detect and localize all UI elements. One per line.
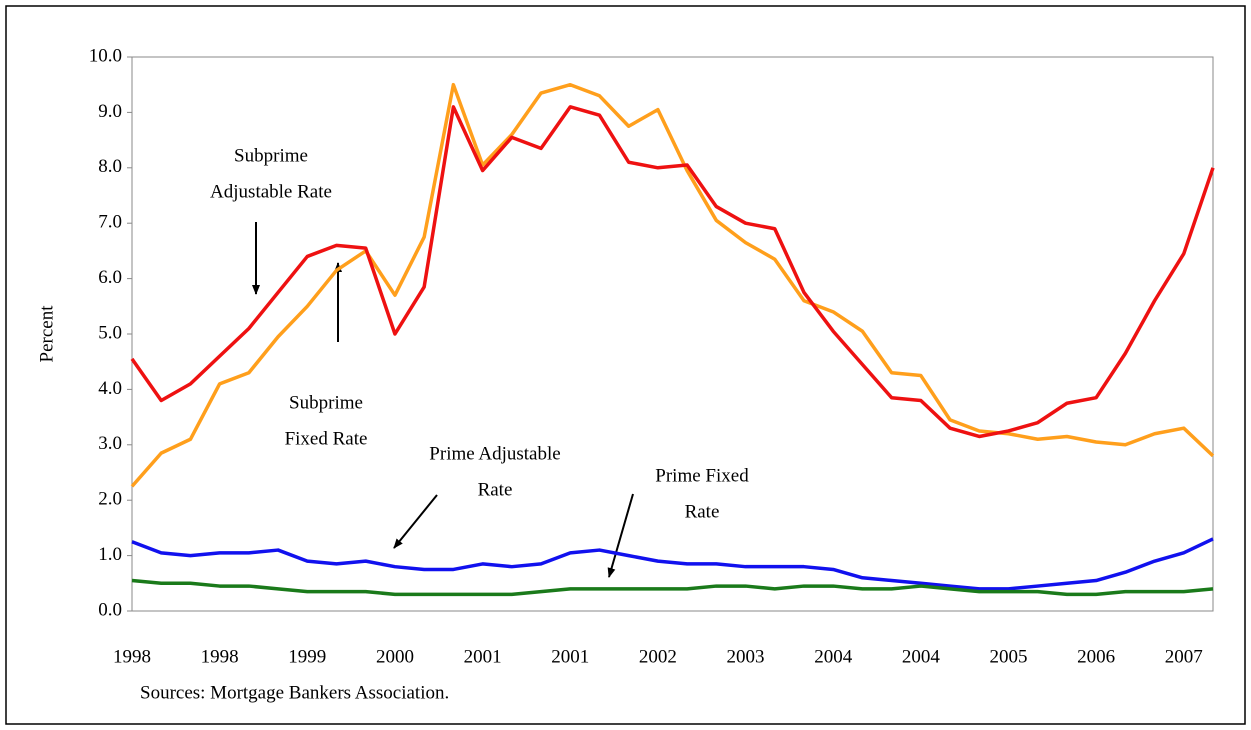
y-tick-label: 7.0 xyxy=(98,212,122,233)
annotation: Rate xyxy=(478,479,513,500)
x-tick-label: 2006 xyxy=(1077,646,1115,667)
y-tick-label: 6.0 xyxy=(98,267,122,288)
x-tick-label: 1999 xyxy=(288,646,326,667)
y-tick-label: 9.0 xyxy=(98,101,122,122)
x-tick-label: 2001 xyxy=(464,646,502,667)
x-tick-label: 2005 xyxy=(989,646,1027,667)
series-line xyxy=(130,82,1215,488)
series-line xyxy=(131,537,1214,591)
annotation: Prime Fixed xyxy=(655,465,749,486)
y-tick-label: 10.0 xyxy=(89,45,122,66)
source-note: Sources: Mortgage Bankers Association. xyxy=(140,682,449,703)
y-tick-label: 3.0 xyxy=(98,433,122,454)
annotation: Fixed Rate xyxy=(285,428,368,449)
series-line xyxy=(131,578,1214,597)
y-tick-label: 1.0 xyxy=(98,544,122,565)
y-tick-label: 0.0 xyxy=(98,599,122,620)
y-tick-label: 5.0 xyxy=(98,322,122,343)
x-tick-label: 1998 xyxy=(201,646,239,667)
x-tick-label: 2001 xyxy=(551,646,589,667)
x-tick-label: 2004 xyxy=(902,646,941,667)
x-tick-label: 2000 xyxy=(376,646,414,667)
x-tick-label: 2002 xyxy=(639,646,677,667)
arrow xyxy=(607,493,634,578)
annotation: Adjustable Rate xyxy=(210,181,332,202)
arrow xyxy=(393,494,438,549)
annotation: Subprime xyxy=(289,392,363,413)
y-tick-label: 2.0 xyxy=(98,489,122,510)
annotation: Prime Adjustable xyxy=(429,443,560,464)
y-tick-label: 4.0 xyxy=(98,378,122,399)
x-tick-label: 2003 xyxy=(727,646,765,667)
x-tick-label: 1998 xyxy=(113,646,151,667)
annotation: Rate xyxy=(685,501,720,522)
frame xyxy=(5,5,1246,725)
y-tick-label: 8.0 xyxy=(98,156,122,177)
x-tick-label: 2007 xyxy=(1165,646,1203,667)
x-tick-label: 2004 xyxy=(814,646,853,667)
y-axis-label: Percent xyxy=(36,305,57,363)
annotation: Subprime xyxy=(234,145,308,166)
series-line xyxy=(130,105,1215,439)
